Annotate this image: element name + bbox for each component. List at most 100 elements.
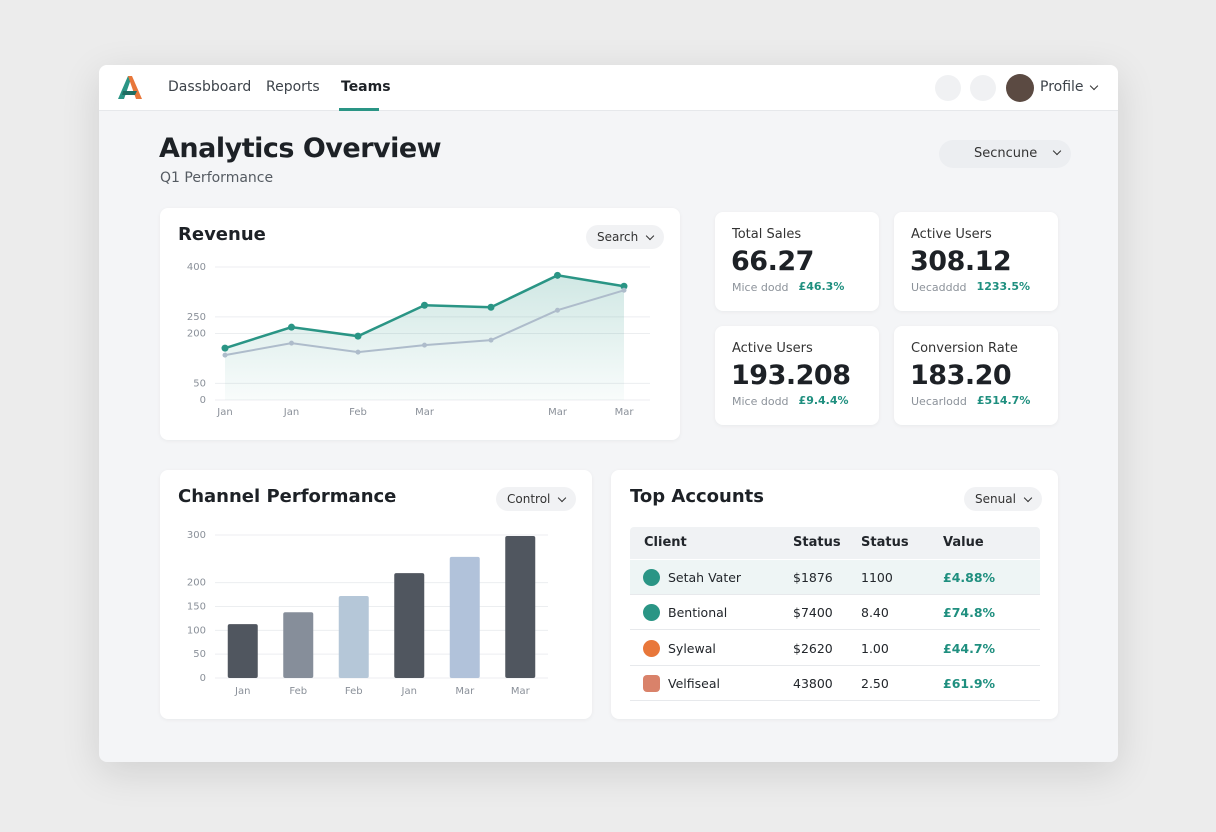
table-cell: £44.7% (943, 640, 996, 656)
accounts-card: Top Accounts Senual Client Status Status Va… (611, 470, 1058, 719)
table-cell: £61.9% (943, 675, 996, 691)
table-row (630, 560, 1040, 595)
stat-change: £514.7% (976, 394, 1031, 407)
stat-label: Total Sales (732, 227, 802, 242)
x-tick-label: Jan (283, 407, 299, 418)
table-cell: 1100 (861, 570, 893, 585)
stat-sub: Uecadddd (911, 281, 967, 294)
nav-item[interactable]: Dassbboard (168, 79, 252, 95)
table-cell: $7400 (793, 605, 833, 621)
bar (338, 596, 369, 678)
logo (118, 76, 142, 99)
table-cell: $2620 (793, 640, 833, 656)
x-tick-label: Mar (415, 407, 435, 418)
stat-sub: Mice dodd (732, 395, 789, 408)
table-cell: 2.50 (861, 675, 889, 691)
client-icon (643, 639, 660, 657)
point (488, 337, 494, 343)
page-subtitle: Q1 Performance (160, 170, 274, 186)
search-dropdown[interactable]: Secncune (939, 140, 1072, 168)
stat-label: Active Users (911, 227, 992, 242)
stat-card: Conversion Rate 183.20 Uecarlodd £514.7% (894, 326, 1058, 425)
stat-sub: Mice dodd (732, 281, 789, 294)
revenue-chart: 400 250 200 50 0 Jan Jan Feb Mar Mar Mar (187, 262, 650, 418)
x-tick-label: Mar (455, 686, 475, 697)
table-row (630, 631, 1040, 666)
bar (283, 612, 314, 678)
point (354, 332, 362, 340)
table-header (630, 527, 1040, 559)
point (422, 342, 427, 348)
card-title: Revenue (178, 224, 266, 245)
dropdown[interactable]: Senual (964, 487, 1042, 511)
column-header: Value (943, 535, 984, 550)
card-title: Top Accounts (630, 486, 764, 507)
y-tick-label: 300 (187, 530, 206, 541)
nav-item[interactable]: Teams (341, 79, 391, 95)
bar (227, 624, 258, 678)
x-tick-label: Jan (234, 686, 250, 697)
stat-change: £46.3% (798, 280, 845, 293)
accounts-table: Client Status Status Value Setah Vater $1876 1… (630, 527, 1040, 707)
page-title: Analytics Overview (159, 133, 442, 164)
area (225, 275, 624, 400)
table-cell: £4.88% (943, 570, 996, 585)
y-tick-label: 250 (187, 312, 206, 323)
x-tick-label: Mar (511, 686, 531, 697)
table-cell: 1.00 (861, 640, 889, 656)
avatar[interactable] (1006, 74, 1034, 102)
point (288, 323, 295, 331)
stat-change: 1233.5% (976, 280, 1031, 293)
table-cell: £74.8% (943, 605, 996, 621)
x-tick-label: Feb (349, 407, 367, 418)
point (487, 303, 495, 311)
y-tick-label: 50 (193, 378, 206, 389)
x-tick-label: Jan (216, 407, 232, 418)
table-cell: Bentional (668, 605, 728, 621)
stat-label: Active Users (732, 341, 813, 356)
x-tick-label: Mar (615, 407, 635, 418)
y-tick-label: 200 (187, 578, 206, 589)
stat-label: Conversion Rate (911, 341, 1018, 356)
point (222, 352, 228, 358)
stat-card: Active Users 308.12 Uecadddd 1233.5% (894, 212, 1058, 311)
dropdown[interactable]: Search (586, 225, 665, 249)
bar (505, 535, 536, 678)
stat-card: Active Users 193.208 Mice dodd £9.4.4% (715, 326, 879, 425)
stat-sub: Uecarlodd (911, 395, 967, 408)
table-cell: $1876 (793, 570, 833, 585)
client-icon (643, 569, 660, 586)
profile-label[interactable]: Profile (1040, 79, 1084, 95)
bell-button[interactable] (970, 75, 996, 101)
window: Dassbboard Reports Teams Profile Analyti… (99, 65, 1118, 762)
x-tick-label: Mar (548, 407, 568, 418)
chat-button[interactable] (935, 75, 961, 101)
bar (449, 556, 480, 678)
point (289, 340, 294, 346)
nav-item[interactable]: Reports (266, 79, 320, 95)
card-title: Channel Performance (178, 486, 397, 507)
column-header: Status (861, 535, 909, 550)
point (620, 282, 628, 290)
point (221, 344, 229, 352)
y-tick-label: 200 (187, 329, 206, 340)
table-cell: Setah Vater (668, 570, 742, 585)
y-tick-label: 50 (193, 649, 206, 660)
column-header: Client (644, 535, 687, 550)
stat-value: 66.27 (731, 246, 814, 277)
nav-bar: Dassbboard Reports Teams Profile (99, 65, 1118, 111)
y-tick-label: 0 (200, 673, 206, 684)
table-row (630, 666, 1040, 701)
point (555, 307, 560, 313)
dropdown[interactable]: Control (496, 487, 577, 511)
channel-card: Channel Performance Control 300 200 150 100… (160, 470, 592, 719)
channel-chart: 300 200 150 100 50 0 Jan Feb Feb Jan Mar Mar (187, 530, 548, 697)
client-icon (643, 604, 660, 622)
table-row (630, 595, 1040, 631)
point (355, 349, 361, 355)
stat-value: 183.20 (910, 360, 1012, 391)
active-underline (339, 108, 379, 111)
stat-change: £9.4.4% (798, 394, 849, 407)
table-cell: Sylewal (668, 640, 716, 656)
